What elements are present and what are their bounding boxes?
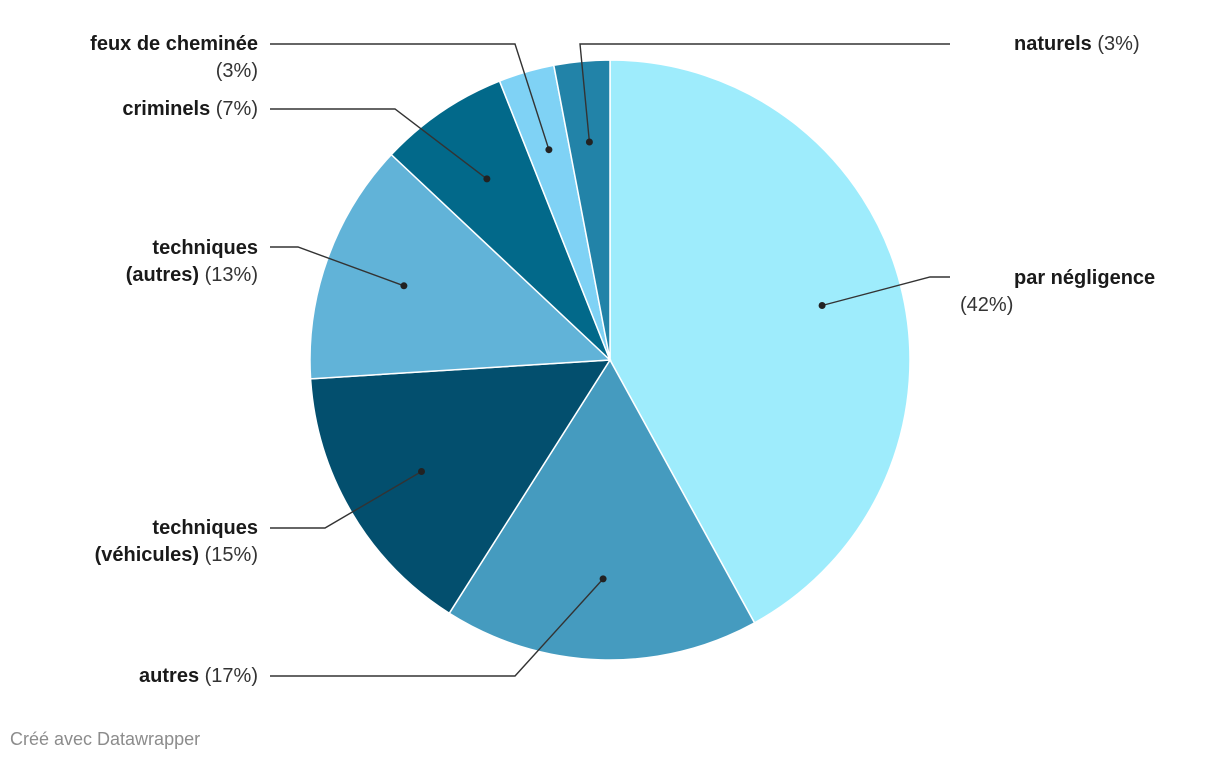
label-name: par négligence [1014, 267, 1156, 289]
label-name: naturels [1014, 33, 1092, 55]
label-techniques-vehicules: techniques (véhicules) (15%) [95, 515, 258, 569]
credit-text: Créé avec Datawrapper [10, 729, 201, 749]
label-name: (autres) [125, 264, 200, 286]
label-autres: autres (17%) [139, 663, 258, 690]
label-name: autres [139, 665, 200, 687]
leader-dot-3 [400, 282, 408, 290]
label-name: techniques [152, 237, 258, 259]
leader-line-0 [821, 276, 950, 307]
leader-dot-1 [599, 575, 607, 583]
label-par-negligence: par négligence (42%) [960, 265, 1155, 319]
leader-dot-5 [545, 146, 553, 154]
leader-dot-0 [818, 302, 826, 309]
pie-slice-1 [448, 358, 756, 661]
label-percent: (17%) [204, 665, 258, 687]
leader-line-6 [579, 43, 950, 143]
label-feux-de-cheminee: feux de cheminée (3%) [90, 31, 258, 85]
leader-line-3 [270, 246, 405, 287]
label-name: (véhicules) [94, 544, 200, 566]
label-name: feux de cheminée [90, 33, 258, 55]
leader-line-2 [270, 470, 422, 529]
label-name: techniques [152, 517, 258, 539]
label-percent: (3%) [215, 60, 258, 82]
leader-line-4 [270, 108, 488, 180]
leader-line-1 [270, 578, 604, 677]
pie-chart [270, 43, 950, 677]
label-criminels: criminels (7%) [122, 96, 258, 123]
label-percent: (7%) [215, 98, 258, 120]
leader-dot-2 [418, 468, 425, 475]
label-name: criminels [122, 98, 211, 120]
label-naturels: naturels (3%) [1014, 31, 1140, 58]
leader-dot-4 [483, 175, 491, 183]
label-percent: (13%) [204, 264, 258, 286]
leader-line-5 [270, 43, 550, 150]
label-techniques-autres: techniques (autres) (13%) [126, 235, 258, 289]
label-percent: (42%) [960, 294, 1014, 316]
label-percent: (3%) [1097, 33, 1140, 55]
pie-slice-4 [390, 80, 611, 361]
label-percent: (15%) [204, 544, 258, 566]
leader-dot-6 [585, 138, 593, 146]
